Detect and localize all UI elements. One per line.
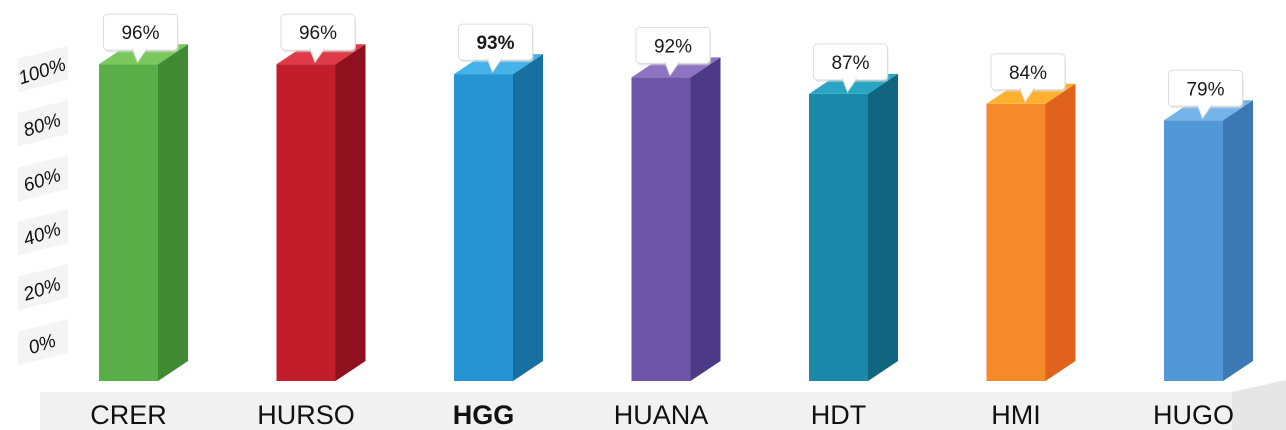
data-label: 96% <box>299 23 337 44</box>
bar-side <box>690 57 721 382</box>
data-label-bubble: 92% <box>635 26 711 77</box>
x-tick-label: HURSO <box>257 400 355 430</box>
data-label-callouts: 96% 96% 93% 92% 87% 84% 79% <box>103 13 1244 120</box>
y-panel <box>18 264 68 311</box>
data-label: 96% <box>121 23 159 44</box>
x-tick-label: HMI <box>991 400 1041 430</box>
bar-hdt <box>809 73 898 382</box>
x-tick-label: HUANA <box>614 400 709 430</box>
y-panel <box>18 100 68 147</box>
data-label-bubble: 96% <box>103 13 179 64</box>
data-label-bubble: 93% <box>458 23 534 74</box>
y-panel <box>18 319 68 366</box>
data-label: 84% <box>1009 63 1047 84</box>
bar-front <box>631 77 691 382</box>
bars <box>99 44 1253 382</box>
bar-huana <box>631 57 721 382</box>
data-label-bubble: 84% <box>990 53 1066 103</box>
bar-side <box>513 54 543 381</box>
bar-hugo <box>1164 100 1253 382</box>
y-panel <box>18 46 68 93</box>
data-label-bubble: 79% <box>1168 69 1244 120</box>
data-label: 87% <box>831 53 869 74</box>
bar-side <box>335 44 366 381</box>
y-panel <box>18 155 68 202</box>
data-label: 92% <box>654 36 692 57</box>
data-label: 93% <box>476 33 514 54</box>
category-band-bg <box>40 392 1286 430</box>
x-axis: CRER HURSO HGG HUANA HDT HMI HUGO <box>90 400 1234 430</box>
bar-front <box>99 64 158 381</box>
x-tick-label: HDT <box>811 400 867 430</box>
data-label: 79% <box>1186 79 1224 100</box>
bar-side <box>1223 100 1253 382</box>
y-panel <box>18 209 68 256</box>
bar-hgg <box>454 54 543 381</box>
x-tick-label: CRER <box>90 400 167 430</box>
category-band <box>40 380 1286 430</box>
bar-front <box>809 93 868 382</box>
bar-side <box>1045 83 1076 382</box>
bar-side <box>868 73 898 382</box>
bar-hmi <box>986 83 1076 382</box>
y-axis-panels <box>18 46 68 366</box>
bar-front <box>1164 120 1223 382</box>
bar-front <box>454 74 513 381</box>
bar-side <box>158 44 188 381</box>
bar-crer <box>99 44 188 381</box>
y-axis: 0%20%40%60%80%100% <box>16 54 69 359</box>
x-tick-label: HGG <box>453 400 515 430</box>
bar-front <box>276 64 336 381</box>
x-tick-label: HUGO <box>1153 400 1234 430</box>
data-label-bubble: 87% <box>813 43 889 93</box>
bar-front <box>986 103 1046 382</box>
category-band-edge <box>1232 380 1286 430</box>
data-label-bubble: 96% <box>280 13 356 64</box>
bar-hurso <box>276 44 366 381</box>
